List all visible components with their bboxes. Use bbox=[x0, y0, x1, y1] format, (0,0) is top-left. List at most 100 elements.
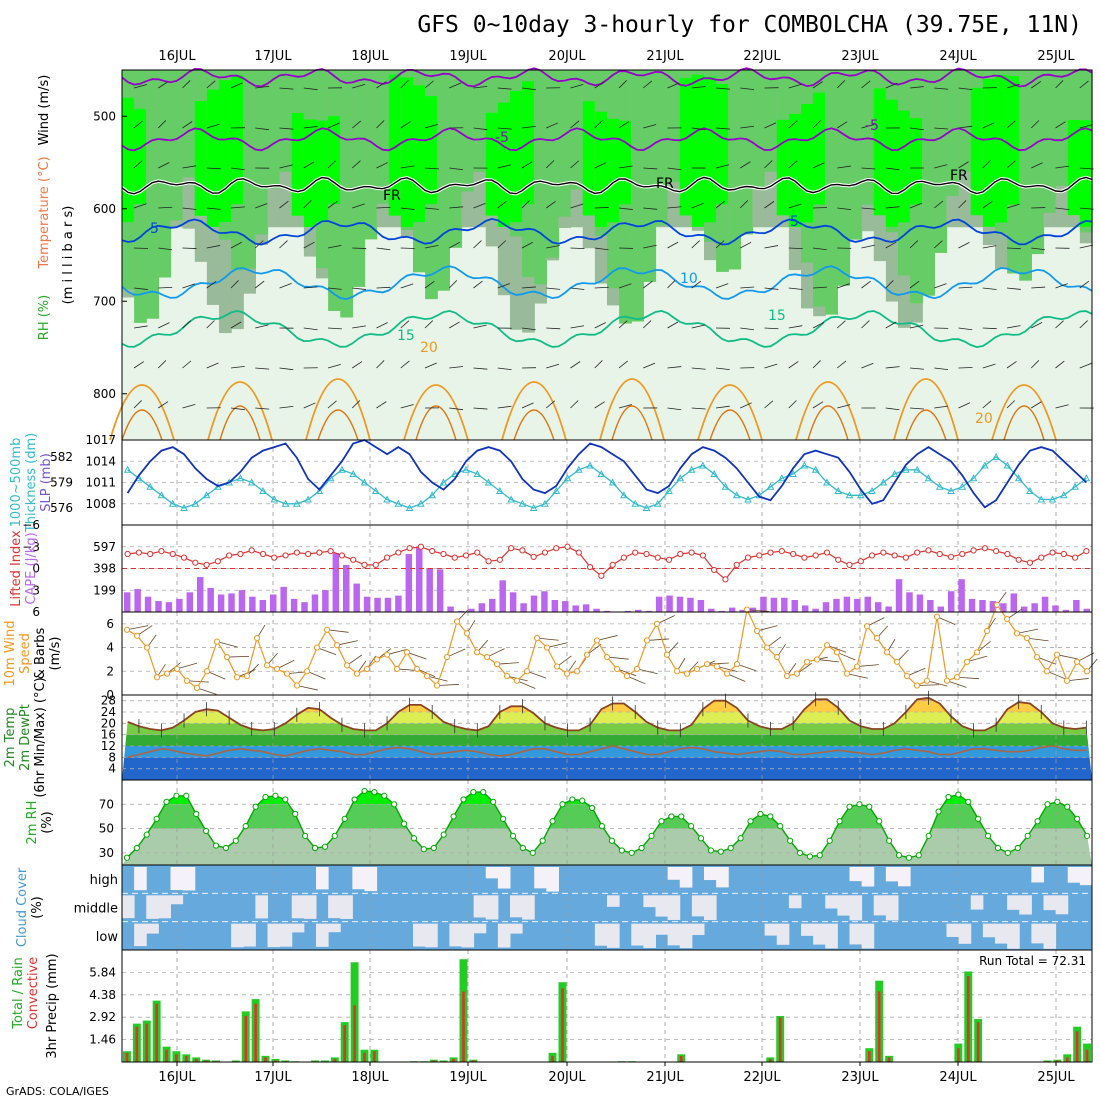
cloud-gap-cell bbox=[898, 867, 911, 887]
wind-speed-series-point bbox=[933, 613, 941, 620]
precip-convective-bar bbox=[561, 988, 564, 1062]
rh-high-band bbox=[1007, 76, 1020, 205]
wind-speed-series-point bbox=[243, 672, 251, 680]
cape-bar bbox=[708, 608, 715, 612]
lifted-index-series-point bbox=[305, 550, 312, 558]
cape-bar bbox=[791, 599, 798, 612]
upper-wind-barb bbox=[570, 83, 584, 89]
rh-series-point bbox=[302, 832, 309, 839]
upper-wind-barb bbox=[861, 280, 871, 289]
cloud-gap-cell bbox=[982, 923, 996, 938]
upper-wind-barb bbox=[206, 362, 219, 369]
wind-barb bbox=[736, 663, 757, 672]
cloud-gap-cell bbox=[1043, 895, 1057, 911]
upper-wind-barb bbox=[982, 245, 997, 249]
precip-convective-bar bbox=[452, 1058, 455, 1062]
upper-wind-barb bbox=[157, 120, 167, 129]
wind-speed-series bbox=[126, 603, 1088, 689]
upper-wind-barb bbox=[667, 206, 682, 209]
thickness-series-point bbox=[394, 499, 403, 507]
thickness-series-point bbox=[146, 482, 155, 490]
rh-mid-band bbox=[861, 70, 875, 205]
chart-title: GFS 0~10day 3-hourly for COMBOLCHA (39.7… bbox=[417, 12, 1082, 38]
upper-wind-barb bbox=[279, 367, 294, 371]
wind-speed-series-point bbox=[833, 649, 841, 656]
upper-wind-barb bbox=[837, 207, 852, 211]
lifted-index-series-point bbox=[632, 549, 639, 556]
wind-barb bbox=[906, 667, 926, 677]
upper-wind-barb bbox=[497, 87, 512, 90]
wind-speed-series-point bbox=[693, 665, 701, 673]
upper-wind-barb bbox=[230, 407, 245, 411]
wind-speed-series-point bbox=[413, 665, 421, 673]
slp-tick-label: 1008 bbox=[85, 497, 116, 511]
wind-speed-series-point bbox=[1063, 677, 1071, 684]
temp-contour-15 bbox=[121, 309, 1093, 349]
rh-high-band bbox=[679, 78, 693, 216]
upper-wind-barb bbox=[1006, 120, 1016, 129]
wind-barb bbox=[1076, 652, 1095, 663]
wind-barb bbox=[516, 680, 536, 689]
upper-wind-barb bbox=[400, 207, 415, 210]
upper-wind-barb bbox=[982, 122, 995, 129]
rh-series-point bbox=[697, 835, 705, 842]
upper-wind-barb bbox=[473, 407, 488, 410]
precip-convective-bar bbox=[155, 1003, 158, 1062]
upper-wind-barb bbox=[570, 120, 580, 129]
lifted-index-series-point bbox=[541, 549, 549, 556]
upper-wind-barb bbox=[740, 161, 751, 169]
wind-barb bbox=[216, 641, 238, 648]
upper-wind-barb bbox=[230, 82, 243, 89]
wind-speed-series-point bbox=[303, 668, 311, 675]
rh-high-band bbox=[194, 101, 208, 216]
lifted-index-series bbox=[127, 546, 1087, 581]
wind-barb bbox=[936, 616, 956, 625]
rh-series-point bbox=[400, 820, 408, 827]
date-label-top: 19JUL bbox=[449, 49, 487, 64]
upper-wind-barb bbox=[861, 320, 870, 329]
upper-wind-barb bbox=[885, 366, 900, 369]
cape-bar bbox=[645, 610, 652, 612]
upper-wind-barb bbox=[1031, 286, 1046, 289]
rh-mid-band bbox=[473, 70, 487, 172]
temp-contour-20-arc bbox=[991, 384, 1057, 441]
upper-wind-barb bbox=[1030, 120, 1040, 129]
cape-bar bbox=[530, 595, 538, 612]
upper-wind-barb bbox=[376, 360, 385, 369]
rh-series-point bbox=[321, 843, 329, 850]
upper-wind-barb bbox=[230, 206, 245, 209]
upper-wind-barb bbox=[570, 287, 585, 290]
wind-barb bbox=[386, 648, 408, 656]
lifted-index-series-point bbox=[214, 558, 221, 565]
cape-bar bbox=[582, 604, 590, 612]
temp-color-band bbox=[122, 746, 1092, 758]
lifted-index-series-point bbox=[744, 554, 752, 561]
cape-bar bbox=[812, 608, 819, 612]
date-label-bottom: 17JUL bbox=[254, 1070, 292, 1085]
precip-convective-bar bbox=[432, 1060, 436, 1062]
lifted-index-series-point bbox=[1049, 549, 1056, 556]
cloud-gap-cell bbox=[885, 895, 899, 921]
pressure-tick-label: 800 bbox=[93, 387, 116, 401]
upper-wind-barb bbox=[133, 84, 147, 89]
wind-speed-series-point bbox=[713, 663, 721, 670]
lifted-index-series-point bbox=[485, 558, 492, 565]
thickness-series-point bbox=[868, 486, 876, 494]
upper-wind-barb bbox=[473, 203, 486, 209]
cape-bar bbox=[155, 601, 162, 612]
upper-wind-barb bbox=[1055, 121, 1066, 129]
cloud-gap-cell bbox=[946, 923, 960, 937]
lifted-index-series-point bbox=[406, 545, 413, 552]
cloud-row-label: low bbox=[96, 930, 119, 945]
precip-convective-bar bbox=[778, 1017, 782, 1062]
upper-wind-barb bbox=[958, 402, 971, 409]
wind-speed-series-point bbox=[453, 618, 461, 625]
cape-bar bbox=[843, 596, 851, 612]
thickness-series-point bbox=[349, 469, 358, 477]
lifted-index-series-point bbox=[733, 561, 740, 568]
wind-speed-series-point bbox=[463, 630, 471, 637]
rh-series-point bbox=[717, 848, 724, 855]
slp-tick-label: 1011 bbox=[85, 476, 116, 490]
upper-wind-barb bbox=[958, 327, 973, 331]
